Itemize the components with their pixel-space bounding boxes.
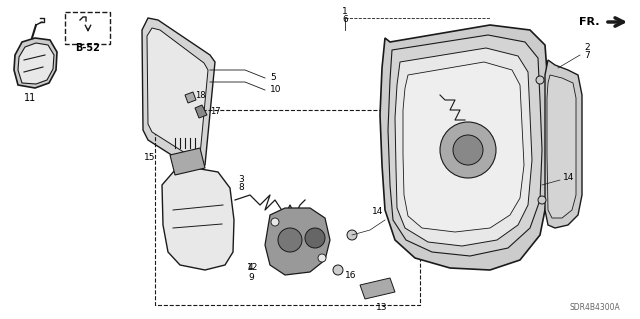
Polygon shape	[14, 38, 57, 88]
Polygon shape	[142, 18, 215, 170]
Text: 14: 14	[563, 174, 574, 182]
Text: 10: 10	[270, 85, 282, 94]
Circle shape	[453, 135, 483, 165]
Text: 11: 11	[24, 93, 36, 103]
Text: 14: 14	[372, 207, 383, 217]
Polygon shape	[265, 208, 330, 275]
Polygon shape	[185, 92, 196, 103]
Polygon shape	[403, 62, 524, 232]
Polygon shape	[195, 105, 207, 118]
Polygon shape	[162, 168, 234, 270]
Text: 13: 13	[376, 302, 388, 311]
Circle shape	[271, 218, 279, 226]
Text: 9: 9	[248, 273, 253, 283]
Text: 1: 1	[342, 8, 348, 17]
Text: 4: 4	[248, 263, 253, 272]
Text: 8: 8	[238, 183, 244, 192]
Circle shape	[333, 265, 343, 275]
Polygon shape	[18, 43, 54, 84]
Text: 7: 7	[584, 51, 589, 61]
Circle shape	[278, 228, 302, 252]
Polygon shape	[395, 48, 532, 246]
Text: 6: 6	[342, 16, 348, 25]
Text: FR.: FR.	[579, 17, 600, 27]
Text: 12: 12	[246, 263, 258, 272]
Text: 17: 17	[210, 108, 220, 116]
Polygon shape	[170, 148, 205, 175]
Polygon shape	[547, 75, 576, 218]
Text: 18: 18	[195, 92, 205, 100]
Text: B-52: B-52	[76, 43, 100, 53]
Text: 15: 15	[143, 153, 155, 162]
Text: 2: 2	[584, 43, 589, 53]
Circle shape	[536, 76, 544, 84]
Polygon shape	[360, 278, 395, 299]
Text: 16: 16	[345, 271, 356, 279]
Circle shape	[440, 122, 496, 178]
Circle shape	[538, 196, 546, 204]
Text: 5: 5	[270, 73, 276, 83]
Polygon shape	[380, 25, 550, 270]
Polygon shape	[147, 28, 208, 158]
Circle shape	[318, 254, 326, 262]
Text: 3: 3	[238, 175, 244, 184]
Polygon shape	[545, 60, 582, 228]
Bar	[155, 110, 420, 305]
Bar	[65, 12, 110, 44]
Circle shape	[347, 230, 357, 240]
Circle shape	[305, 228, 325, 248]
Polygon shape	[388, 35, 542, 256]
Text: SDR4B4300A: SDR4B4300A	[569, 303, 620, 313]
